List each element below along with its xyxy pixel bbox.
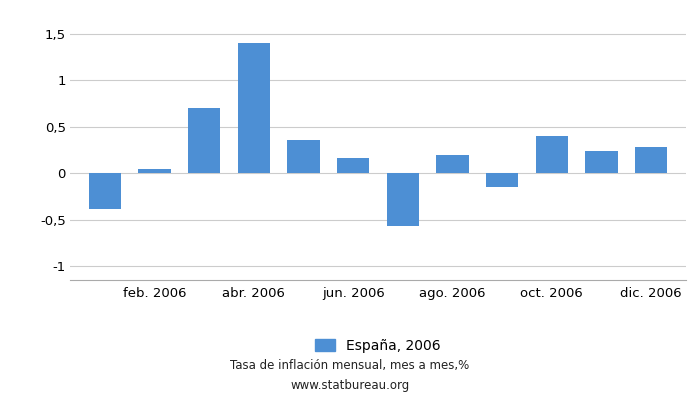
Bar [287, 140, 320, 173]
Text: www.statbureau.org: www.statbureau.org [290, 380, 410, 392]
Bar [486, 173, 518, 187]
Bar [139, 168, 171, 173]
Bar [188, 108, 220, 173]
Bar [386, 173, 419, 226]
Bar [337, 158, 370, 173]
Text: Tasa de inflación mensual, mes a mes,%: Tasa de inflación mensual, mes a mes,% [230, 360, 470, 372]
Bar [585, 151, 617, 173]
Bar [89, 173, 121, 208]
Bar [536, 136, 568, 173]
Bar [635, 147, 667, 173]
Legend: España, 2006: España, 2006 [316, 339, 440, 353]
Bar [436, 155, 469, 173]
Bar [238, 43, 270, 173]
